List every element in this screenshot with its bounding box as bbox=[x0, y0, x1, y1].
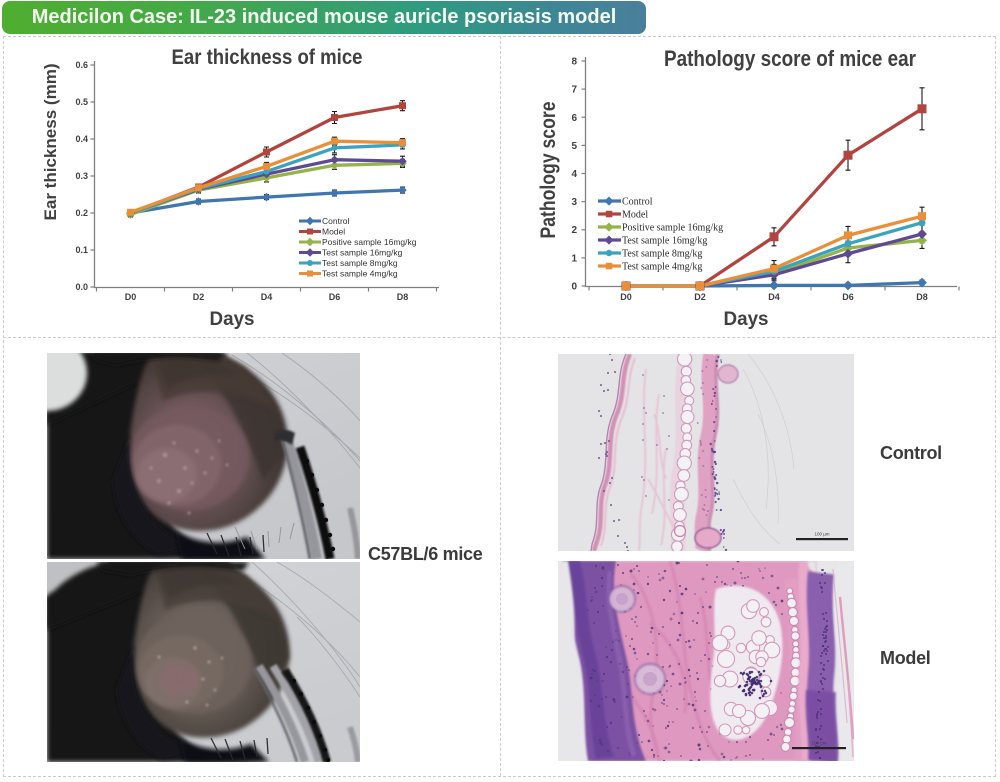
svg-text:0.1: 0.1 bbox=[75, 245, 88, 255]
svg-text:0.0: 0.0 bbox=[75, 282, 88, 292]
svg-text:2: 2 bbox=[571, 225, 577, 236]
svg-text:Ear thickness (mm): Ear thickness (mm) bbox=[41, 64, 60, 221]
svg-text:100 µm: 100 µm bbox=[811, 741, 826, 746]
svg-text:5: 5 bbox=[571, 141, 577, 152]
svg-text:D4: D4 bbox=[261, 292, 273, 302]
svg-text:Test sample 4mg/kg: Test sample 4mg/kg bbox=[322, 269, 398, 279]
svg-text:D8: D8 bbox=[916, 292, 928, 302]
svg-text:D4: D4 bbox=[768, 292, 780, 302]
svg-text:Test sample 16mg/kg: Test sample 16mg/kg bbox=[322, 248, 403, 258]
svg-text:Pathology score: Pathology score bbox=[537, 102, 560, 239]
svg-text:1: 1 bbox=[571, 253, 577, 264]
svg-text:Model: Model bbox=[322, 227, 345, 237]
svg-text:Model: Model bbox=[622, 210, 648, 221]
svg-text:6: 6 bbox=[571, 113, 577, 124]
svg-text:Days: Days bbox=[210, 309, 255, 330]
svg-text:Pathology score of mice ear: Pathology score of mice ear bbox=[664, 46, 916, 71]
svg-text:D8: D8 bbox=[397, 292, 409, 302]
svg-text:Test sample 16mg/kg: Test sample 16mg/kg bbox=[622, 236, 707, 247]
svg-text:D2: D2 bbox=[694, 292, 706, 302]
svg-text:D0: D0 bbox=[620, 292, 632, 302]
svg-text:0.3: 0.3 bbox=[75, 171, 88, 181]
svg-text:8: 8 bbox=[571, 57, 577, 68]
svg-text:D6: D6 bbox=[842, 292, 854, 302]
svg-text:D6: D6 bbox=[329, 292, 341, 302]
svg-text:0.6: 0.6 bbox=[75, 60, 88, 70]
svg-text:Ear thickness of mice: Ear thickness of mice bbox=[172, 46, 363, 69]
svg-text:3: 3 bbox=[571, 197, 577, 208]
svg-text:0.5: 0.5 bbox=[75, 97, 88, 107]
svg-text:D0: D0 bbox=[125, 292, 137, 302]
svg-text:100 µm: 100 µm bbox=[814, 532, 829, 537]
svg-text:Control: Control bbox=[622, 197, 653, 208]
svg-text:Days: Days bbox=[724, 309, 769, 330]
svg-text:Test sample 8mg/kg: Test sample 8mg/kg bbox=[322, 258, 398, 268]
svg-text:D2: D2 bbox=[193, 292, 205, 302]
svg-text:Test sample 4mg/kg: Test sample 4mg/kg bbox=[622, 262, 702, 273]
svg-text:Control: Control bbox=[322, 216, 350, 226]
svg-text:4: 4 bbox=[571, 169, 577, 180]
svg-text:Positive sample 16mg/kg: Positive sample 16mg/kg bbox=[622, 223, 723, 234]
svg-text:Positive sample 16mg/kg: Positive sample 16mg/kg bbox=[322, 237, 417, 247]
svg-text:0.2: 0.2 bbox=[75, 208, 88, 218]
svg-text:Test sample 8mg/kg: Test sample 8mg/kg bbox=[622, 249, 702, 260]
svg-text:0.4: 0.4 bbox=[75, 134, 88, 144]
svg-text:0: 0 bbox=[571, 282, 577, 293]
svg-text:7: 7 bbox=[571, 85, 577, 96]
